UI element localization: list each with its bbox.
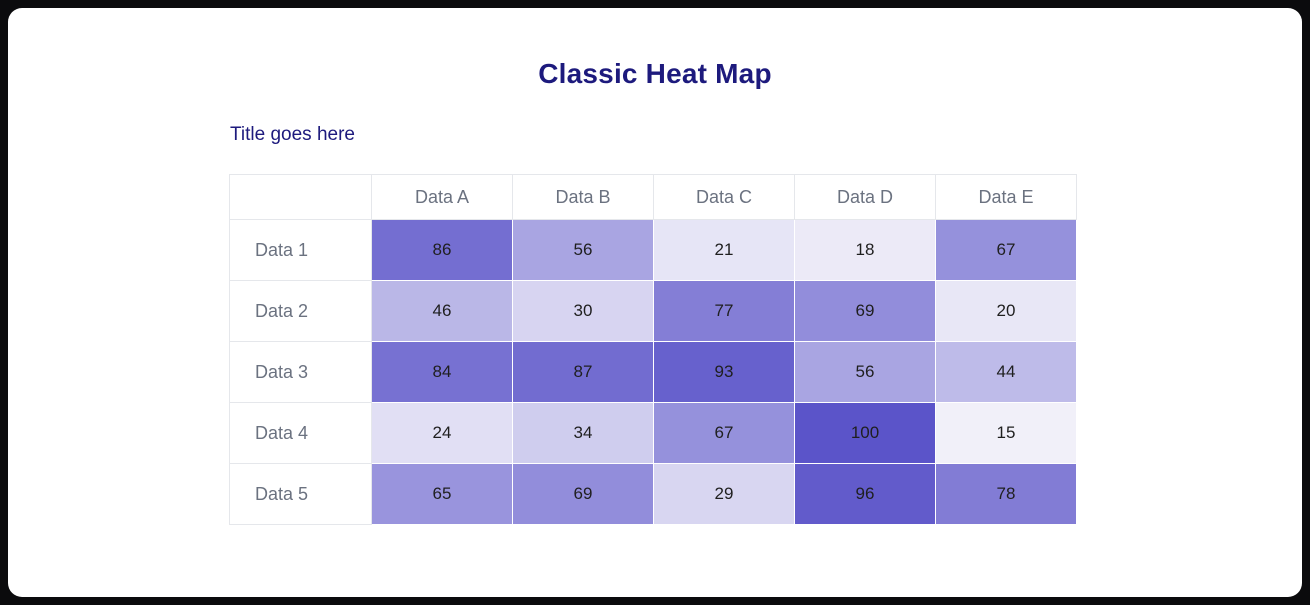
heatmap-cell[interactable]: 29: [653, 463, 795, 525]
heatmap-cell[interactable]: 56: [512, 219, 654, 281]
row-label: Data 4: [229, 402, 372, 464]
row-label: Data 5: [229, 463, 372, 525]
heatmap-cell[interactable]: 34: [512, 402, 654, 464]
row-label: Data 3: [229, 341, 372, 403]
heatmap-cell[interactable]: 86: [371, 219, 513, 281]
column-header: Data C: [653, 174, 795, 220]
chart-subtitle: Title goes here: [230, 124, 355, 145]
heatmap-cell[interactable]: 69: [512, 463, 654, 525]
heatmap-row: Data 2 46 30 77 69 20: [229, 280, 1077, 342]
heatmap-header-row: Data A Data B Data C Data D Data E: [229, 174, 1077, 220]
heatmap-cell[interactable]: 46: [371, 280, 513, 342]
heatmap-cell[interactable]: 18: [794, 219, 936, 281]
heatmap-cell[interactable]: 93: [653, 341, 795, 403]
heatmap-cell[interactable]: 65: [371, 463, 513, 525]
heatmap-cell[interactable]: 20: [935, 280, 1077, 342]
corner-cell: [229, 174, 372, 220]
heatmap-cell[interactable]: 96: [794, 463, 936, 525]
heatmap-row: Data 3 84 87 93 56 44: [229, 341, 1077, 403]
heatmap-cell[interactable]: 77: [653, 280, 795, 342]
heatmap-cell[interactable]: 78: [935, 463, 1077, 525]
heatmap-cell[interactable]: 84: [371, 341, 513, 403]
heatmap-body: Data 1 86 56 21 18 67 Data 2 46 30 77 69 20 Data 3 84…: [229, 219, 1077, 525]
heatmap-cell[interactable]: 30: [512, 280, 654, 342]
heatmap-cell[interactable]: 67: [935, 219, 1077, 281]
heatmap-row: Data 5 65 69 29 96 78: [229, 463, 1077, 525]
heatmap-cell[interactable]: 21: [653, 219, 795, 281]
heatmap-cell[interactable]: 15: [935, 402, 1077, 464]
heatmap-cell[interactable]: 67: [653, 402, 795, 464]
heatmap-cell[interactable]: 56: [794, 341, 936, 403]
heatmap-row: Data 4 24 34 67 100 15: [229, 402, 1077, 464]
heatmap-cell[interactable]: 87: [512, 341, 654, 403]
heatmap-cell[interactable]: 44: [935, 341, 1077, 403]
column-header: Data E: [935, 174, 1077, 220]
column-header: Data A: [371, 174, 513, 220]
chart-title: Classic Heat Map: [538, 58, 772, 89]
row-label: Data 1: [229, 219, 372, 281]
column-header: Data B: [512, 174, 654, 220]
heatmap-cell[interactable]: 24: [371, 402, 513, 464]
row-label: Data 2: [229, 280, 372, 342]
heatmap-cell[interactable]: 100: [794, 402, 936, 464]
heatmap-cell[interactable]: 69: [794, 280, 936, 342]
heatmap-table: Data A Data B Data C Data D Data E Data 1 86 5…: [229, 174, 1077, 525]
column-header: Data D: [794, 174, 936, 220]
heatmap-row: Data 1 86 56 21 18 67: [229, 219, 1077, 281]
